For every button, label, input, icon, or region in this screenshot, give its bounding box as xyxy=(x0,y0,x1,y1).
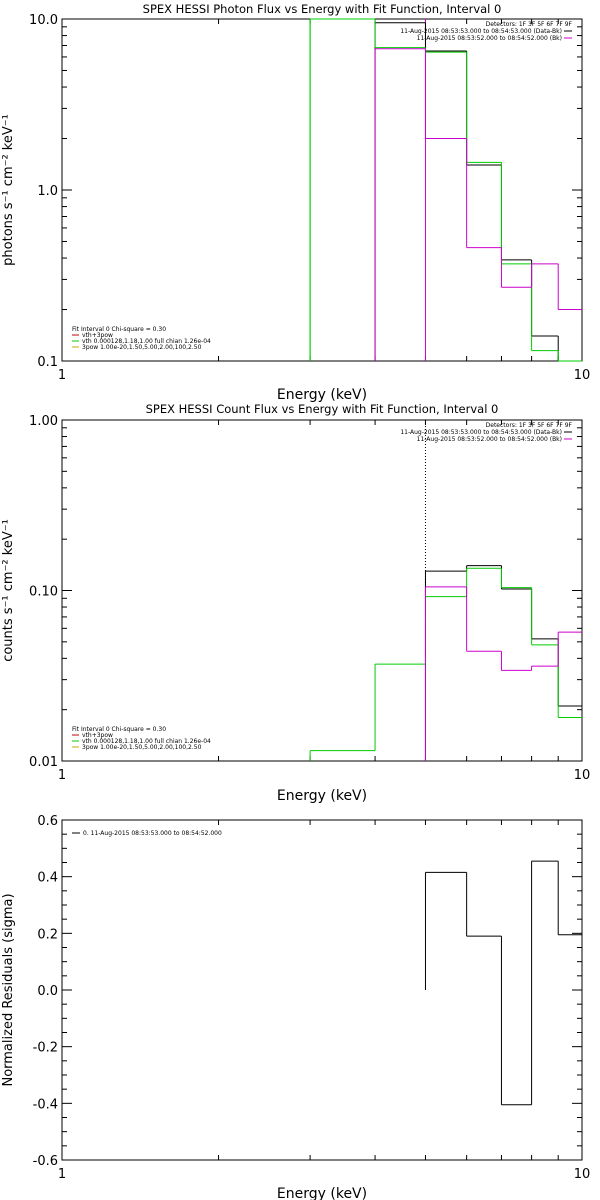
y-axis-label: photons s⁻¹ cm⁻² keV⁻¹ xyxy=(1,114,16,266)
series-0-group xyxy=(374,22,582,362)
plot-frame-0 xyxy=(61,18,583,362)
fit-info-line: Fit Interval 0 Chi-square = 0.30 xyxy=(72,326,166,333)
legend-header-line: 11-Aug-2015 08:53:52.000 to 08:54:52.000… xyxy=(417,436,562,443)
y-axis-label: Normalized Residuals (sigma) xyxy=(1,893,16,1086)
legend-header-line: 11-Aug-2015 08:53:53.000 to 08:54:53.000… xyxy=(400,429,562,436)
x-tick-label: 1 xyxy=(58,1167,66,1182)
legend-header-line: 11-Aug-2015 08:53:52.000 to 08:54:52.000… xyxy=(417,35,562,42)
y-tick-label: 0.2 xyxy=(37,927,58,942)
series-2-group xyxy=(374,48,582,361)
fit-info-line: 3pow 1.00e-20,1.50,5.00,2.00,100,2.50 xyxy=(82,744,202,751)
y-tick-label: 0.10 xyxy=(29,585,58,600)
legend-entry: 0. 11-Aug-2015 08:53:53.000 to 08:54:52.… xyxy=(83,830,222,837)
x-tick-label: 1 xyxy=(58,768,66,783)
fit-info-line: vth+3pow xyxy=(82,732,113,739)
y-tick-label: 0.1 xyxy=(37,355,58,370)
legend-header-line: 11-Aug-2015 08:53:53.000 to 08:54:53.000… xyxy=(400,28,562,35)
series-2-group xyxy=(424,586,582,761)
fit-info-line: vth+3pow xyxy=(82,332,113,339)
y-tick-label: -0.2 xyxy=(33,1041,58,1056)
y-tick-label: 1.00 xyxy=(29,414,58,429)
series-1-group xyxy=(309,567,582,761)
x-tick-label: 10 xyxy=(574,768,591,783)
y-tick-label: -0.4 xyxy=(33,1097,58,1112)
x-tick-label: 1 xyxy=(58,368,66,383)
legend-header-line: Detectors: 1F 3F 5F 6F 7F 9F xyxy=(486,21,573,28)
series-0-group xyxy=(424,860,582,1106)
fit-info-line: vth 0.000128,1.18,1.00 full chian 1.26e-… xyxy=(82,738,211,745)
legend-header-line: Detectors: 1F 3F 5F 6F 7F 9F xyxy=(486,422,573,429)
y-tick-label: 0.4 xyxy=(37,871,58,886)
chart-title: SPEX HESSI Count Flux vs Energy with Fit… xyxy=(146,402,499,416)
y-tick-label: 0.6 xyxy=(37,814,58,829)
chart-title: SPEX HESSI Photon Flux vs Energy with Fi… xyxy=(143,2,502,16)
fit-info-line: Fit Interval 0 Chi-square = 0.30 xyxy=(72,726,166,733)
y-tick-label: 1.0 xyxy=(37,184,58,199)
x-axis-label: Energy (keV) xyxy=(277,1186,367,1200)
series-1-group xyxy=(309,18,582,362)
x-axis-label: Energy (keV) xyxy=(277,387,367,403)
y-tick-label: -0.6 xyxy=(33,1154,58,1169)
x-tick-label: 10 xyxy=(574,368,591,383)
fit-info-line: 3pow 1.00e-20,1.50,5.00,2.00,100,2.50 xyxy=(82,344,202,351)
y-tick-label: 10.0 xyxy=(29,13,58,28)
plot-frame-2 xyxy=(61,819,583,1161)
y-tick-label: 0.01 xyxy=(29,755,58,770)
y-axis-label: counts s⁻¹ cm⁻² keV⁻¹ xyxy=(1,519,16,662)
x-tick-label: 10 xyxy=(574,1167,591,1182)
y-tick-label: 0.0 xyxy=(37,984,58,999)
x-axis-label: Energy (keV) xyxy=(277,788,367,804)
plot-frame-1 xyxy=(61,419,583,762)
fit-info-line: vth 0.000128,1.18,1.00 full chian 1.26e-… xyxy=(82,338,211,345)
